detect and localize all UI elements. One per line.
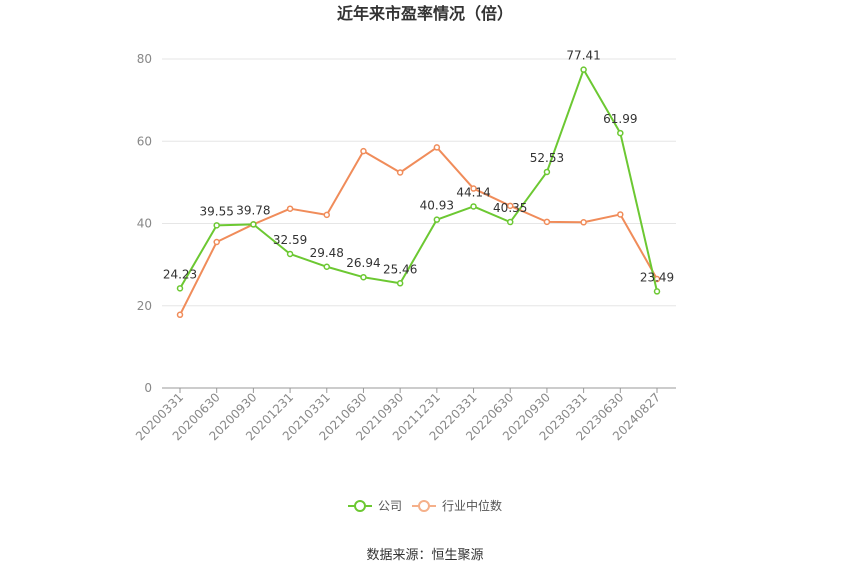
company-data-label: 40.35 <box>493 201 527 215</box>
y-tick-label: 0 <box>144 381 152 395</box>
legend-company-marker <box>354 500 366 512</box>
industry-median-point[interactable] <box>360 147 367 155</box>
y-tick-label: 40 <box>137 217 152 231</box>
company-data-label: 32.59 <box>273 233 307 247</box>
company-data-label: 52.53 <box>530 151 564 165</box>
y-tick-label: 80 <box>137 52 152 66</box>
company-point[interactable] <box>617 129 624 137</box>
y-tick-label: 20 <box>137 299 152 313</box>
company-data-label: 24.23 <box>163 267 197 281</box>
series-lines <box>176 66 661 319</box>
company-data-label: 29.48 <box>310 246 344 260</box>
industry-median-point[interactable] <box>433 144 441 151</box>
company-point[interactable] <box>250 221 257 228</box>
company-point[interactable] <box>213 222 220 229</box>
company-point[interactable] <box>506 218 514 226</box>
industry-median-point[interactable] <box>580 219 587 226</box>
industry-median-point[interactable] <box>323 211 331 219</box>
legend-industry-label: 行业中位数 <box>442 498 502 513</box>
company-line <box>179 68 658 292</box>
legend-industry-marker <box>418 500 430 512</box>
company-data-label: 61.99 <box>603 112 637 126</box>
grid-lines <box>162 58 676 307</box>
industry-median-line <box>179 146 658 316</box>
company-point[interactable] <box>360 273 367 281</box>
legend-item-company[interactable]: 公司 <box>348 499 402 513</box>
company-point[interactable] <box>396 280 404 287</box>
legend-company-label: 公司 <box>378 499 402 513</box>
company-point[interactable] <box>176 285 184 292</box>
company-point[interactable] <box>286 250 294 258</box>
industry-median-point[interactable] <box>617 211 624 218</box>
legend-item-industry-median[interactable]: 行业中位数 <box>412 498 502 513</box>
series-industry-median <box>176 144 661 319</box>
legend: 公司 行业中位数 <box>348 498 502 513</box>
company-data-label: 39.78 <box>236 203 270 217</box>
company-data-label: 25.46 <box>383 262 417 276</box>
industry-median-point[interactable] <box>396 169 404 176</box>
y-axis-ticks: 0 20 40 60 80 <box>137 52 152 395</box>
industry-median-point[interactable] <box>543 218 551 226</box>
chart-title: 近年来市盈率情况（倍） <box>337 4 513 23</box>
company-point[interactable] <box>543 168 551 176</box>
company-point[interactable] <box>323 263 331 271</box>
company-data-label: 44.14 <box>456 185 490 199</box>
x-axis-ticks: 2020033120200630202009302020123120210331… <box>133 388 663 443</box>
company-data-label: 26.94 <box>346 256 380 270</box>
company-data-label: 23.49 <box>640 270 674 284</box>
company-data-label: 40.93 <box>420 199 454 213</box>
company-point[interactable] <box>433 216 441 223</box>
series-company <box>176 66 661 295</box>
company-data-label: 77.41 <box>566 49 600 63</box>
y-tick-label: 60 <box>137 134 152 148</box>
company-data-label: 39.55 <box>200 204 234 218</box>
industry-median-point[interactable] <box>213 238 220 246</box>
company-point[interactable] <box>580 66 587 73</box>
industry-median-point[interactable] <box>506 202 514 210</box>
source-note: 数据来源：恒生聚源 <box>366 548 483 563</box>
industry-median-point[interactable] <box>470 185 477 192</box>
company-point[interactable] <box>653 288 661 295</box>
industry-median-point[interactable] <box>286 205 294 212</box>
company-point[interactable] <box>470 203 477 210</box>
industry-median-point[interactable] <box>176 311 184 319</box>
